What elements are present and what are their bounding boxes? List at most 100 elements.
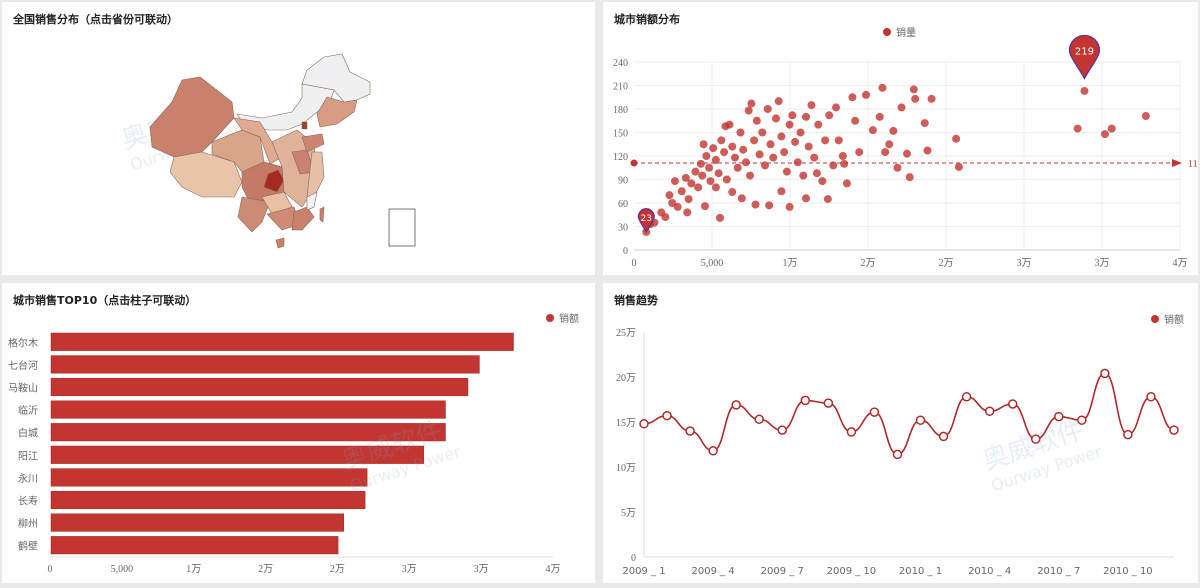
scatter-point[interactable]	[733, 163, 742, 172]
scatter-point[interactable]	[725, 120, 734, 129]
scatter-point[interactable]	[777, 132, 786, 141]
province-chongqing[interactable]	[263, 169, 285, 193]
scatter-point[interactable]	[758, 128, 767, 137]
scatter-point[interactable]	[691, 167, 700, 176]
scatter-point[interactable]	[862, 90, 871, 99]
data-point-2009_4[interactable]	[708, 446, 718, 456]
province-hainan[interactable]	[275, 237, 285, 249]
scatter-point[interactable]	[1100, 130, 1109, 139]
legend-label[interactable]: 销额	[1164, 313, 1184, 326]
data-point-2010_9[interactable]	[1100, 368, 1110, 379]
scatter-point[interactable]	[801, 112, 810, 121]
scatter-point[interactable]	[741, 158, 750, 167]
data-point-2009_11[interactable]	[869, 407, 880, 417]
scatter-point[interactable]	[744, 106, 753, 115]
scatter-point[interactable]	[885, 140, 894, 149]
province-shandong[interactable]	[301, 133, 325, 153]
china-map[interactable]	[2, 2, 595, 275]
data-point-2010_3[interactable]	[961, 392, 972, 402]
scatter-point[interactable]	[677, 187, 686, 196]
scatter-point[interactable]	[706, 177, 715, 186]
scatter-point[interactable]	[825, 111, 834, 120]
scatter-point[interactable]	[889, 126, 898, 135]
scatter-point[interactable]	[868, 126, 877, 135]
scatter-point[interactable]	[681, 173, 690, 182]
province-fujian[interactable]	[306, 191, 318, 211]
scatter-point[interactable]	[684, 195, 693, 204]
scatter-point[interactable]	[807, 101, 816, 110]
scatter-point[interactable]	[952, 134, 961, 143]
scatter-point[interactable]	[823, 195, 832, 204]
scatter-point[interactable]	[788, 111, 797, 120]
scatter-point[interactable]	[696, 159, 705, 168]
scatter-point[interactable]	[739, 145, 748, 154]
scatter-point[interactable]	[720, 148, 729, 157]
province-xizang[interactable]	[169, 151, 243, 198]
data-point-2010_2[interactable]	[938, 431, 949, 442]
data-point-2010_7[interactable]	[1054, 411, 1064, 422]
scatter-point[interactable]	[751, 200, 760, 209]
scatter-point[interactable]	[731, 153, 740, 162]
scatter-point[interactable]	[683, 208, 692, 217]
scatter-point[interactable]	[897, 103, 906, 112]
scatter-point[interactable]	[694, 183, 703, 192]
scatter-point[interactable]	[782, 167, 791, 176]
scatter-point[interactable]	[909, 85, 918, 94]
scatter-point[interactable]	[840, 159, 849, 168]
scatter-point[interactable]	[903, 149, 911, 158]
scatter-point[interactable]	[814, 120, 823, 129]
data-point-2009_7[interactable]	[777, 425, 788, 435]
scatter-point[interactable]	[851, 116, 860, 125]
bar-七台河[interactable]	[50, 355, 480, 374]
scatter-point[interactable]	[796, 128, 805, 137]
scatter-point[interactable]	[1141, 112, 1150, 121]
data-point-2009_1[interactable]	[639, 419, 649, 429]
scatter-point[interactable]	[774, 97, 783, 106]
data-point-2010_8[interactable]	[1077, 415, 1087, 425]
scatter-point[interactable]	[785, 202, 794, 211]
scatter-point[interactable]	[700, 202, 709, 211]
scatter-point[interactable]	[763, 105, 772, 113]
scatter-point[interactable]	[715, 213, 724, 222]
scatter-point[interactable]	[810, 153, 819, 162]
data-point-2010_6[interactable]	[1030, 434, 1041, 444]
data-point-2009_12[interactable]	[892, 449, 903, 460]
scatter-point[interactable]	[752, 116, 761, 125]
scatter-point[interactable]	[771, 114, 780, 123]
scatter-point[interactable]	[793, 158, 802, 167]
scatter-point[interactable]	[1080, 86, 1089, 95]
bar-柳州[interactable]	[50, 513, 344, 532]
scatter-point[interactable]	[670, 177, 679, 186]
bar-临沂[interactable]	[50, 400, 446, 419]
scatter-point[interactable]	[911, 94, 920, 103]
scatter-point[interactable]	[812, 169, 821, 178]
scatter-point[interactable]	[698, 171, 707, 180]
scatter-point[interactable]	[702, 152, 711, 160]
scatter-point[interactable]	[728, 142, 737, 151]
scatter-point[interactable]	[838, 152, 847, 160]
scatter-point[interactable]	[842, 179, 851, 188]
scatter-point[interactable]	[923, 146, 932, 155]
scatter-point[interactable]	[848, 93, 857, 102]
scatter-point[interactable]	[893, 163, 902, 172]
mark-point-pin[interactable]	[1068, 34, 1101, 80]
scatter-point[interactable]	[755, 150, 764, 159]
scatter-point[interactable]	[927, 94, 936, 103]
province-beijing[interactable]	[301, 121, 308, 130]
scatter-point[interactable]	[1107, 124, 1116, 133]
bar-白城[interactable]	[50, 423, 446, 442]
province-gansu[interactable]	[233, 117, 283, 165]
scatter-point[interactable]	[832, 103, 841, 112]
scatter-point[interactable]	[780, 148, 789, 157]
scatter-point[interactable]	[714, 169, 723, 178]
data-point-2010_1[interactable]	[915, 415, 926, 425]
bar-鹤壁[interactable]	[50, 536, 339, 555]
scatter-point[interactable]	[750, 136, 759, 145]
scatter-point[interactable]	[661, 213, 670, 222]
data-point-2010_5[interactable]	[1007, 399, 1018, 409]
bar-长寿[interactable]	[50, 490, 366, 510]
data-point-2009_5[interactable]	[731, 400, 741, 410]
scatter-point[interactable]	[791, 137, 800, 146]
scatter-point[interactable]	[705, 163, 714, 172]
scatter-point[interactable]	[736, 128, 745, 137]
